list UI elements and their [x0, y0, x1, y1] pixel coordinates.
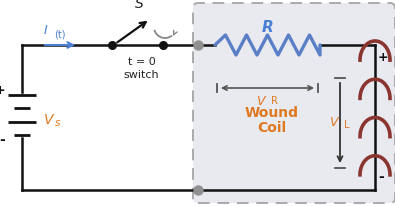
FancyBboxPatch shape [193, 3, 395, 203]
Text: V: V [329, 116, 338, 129]
Text: I: I [44, 24, 48, 37]
Text: S: S [135, 0, 144, 11]
Text: s: s [55, 118, 60, 128]
Text: (t): (t) [54, 29, 66, 39]
Text: switch: switch [124, 70, 159, 80]
Text: L: L [344, 120, 350, 130]
Text: +: + [378, 51, 389, 64]
Text: R: R [261, 20, 273, 34]
Text: V: V [256, 95, 265, 108]
Text: V: V [44, 113, 53, 127]
Text: t = 0: t = 0 [128, 57, 155, 67]
Text: -: - [378, 170, 384, 184]
Text: R: R [271, 96, 277, 106]
Text: Wound: Wound [245, 105, 299, 119]
Text: +: + [0, 83, 5, 96]
Text: Coil: Coil [257, 121, 286, 135]
Text: -: - [0, 133, 5, 147]
